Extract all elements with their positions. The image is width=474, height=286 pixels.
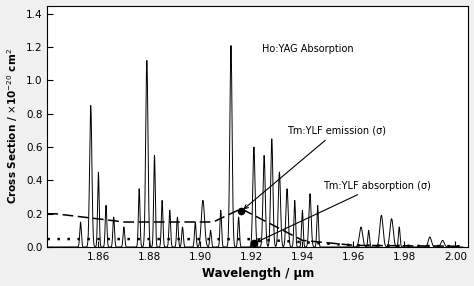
- Text: Ho:YAG Absorption: Ho:YAG Absorption: [262, 44, 353, 54]
- Y-axis label: Cross Section / $\times$10$^{-20}$ cm$^2$: Cross Section / $\times$10$^{-20}$ cm$^2…: [6, 48, 20, 204]
- Text: Tm:YLF emission (σ): Tm:YLF emission (σ): [244, 126, 386, 208]
- Text: Tm:YLF absorption (σ): Tm:YLF absorption (σ): [257, 181, 430, 242]
- X-axis label: Wavelength / μm: Wavelength / μm: [201, 267, 314, 281]
